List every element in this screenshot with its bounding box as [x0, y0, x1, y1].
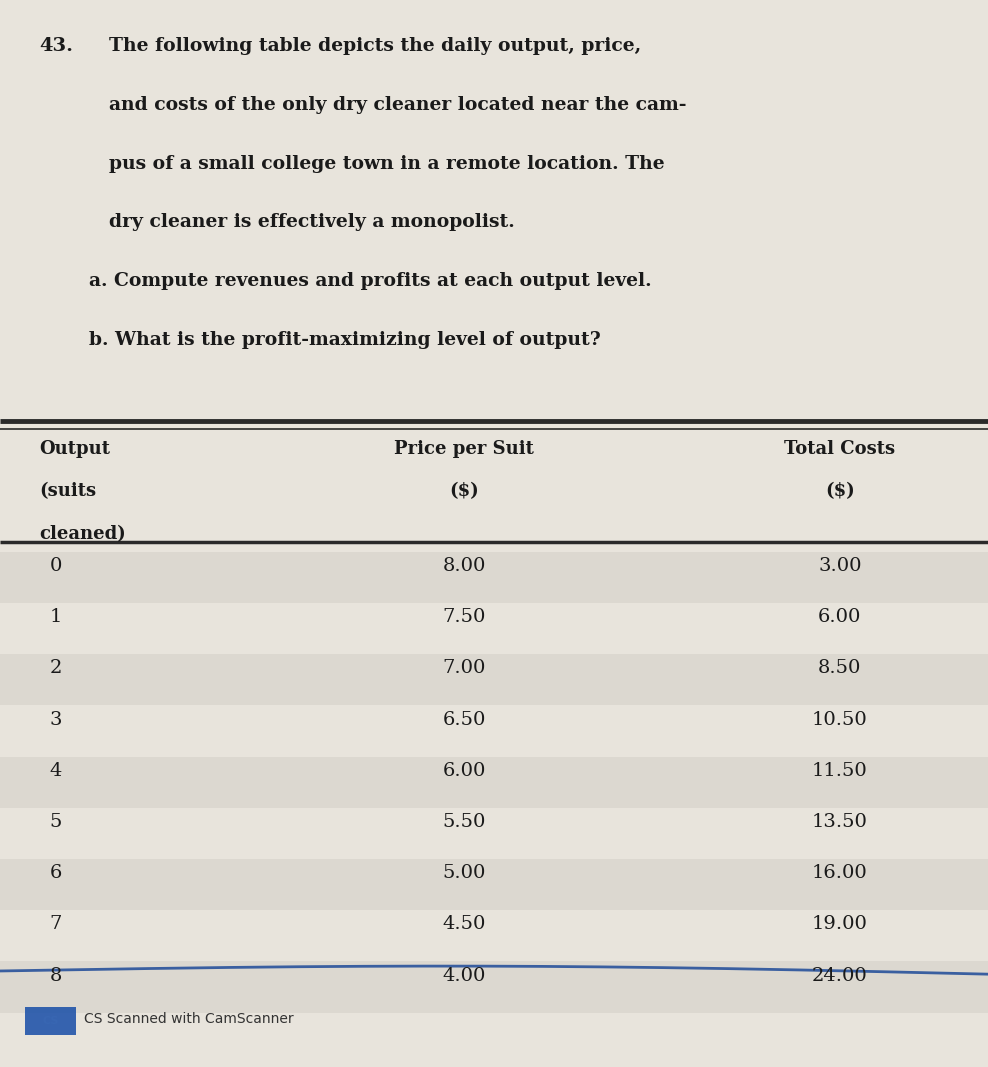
Text: 5: 5	[49, 813, 62, 831]
Bar	[0, 859, 988, 910]
Text: 3.00: 3.00	[818, 557, 862, 575]
Text: 0: 0	[49, 557, 62, 575]
Text: Price per Suit: Price per Suit	[394, 440, 535, 458]
Text: 8.00: 8.00	[443, 557, 486, 575]
Text: dry cleaner is effectively a monopolist.: dry cleaner is effectively a monopolist.	[109, 213, 515, 232]
Text: 4.50: 4.50	[443, 915, 486, 934]
Text: 8: 8	[49, 967, 62, 985]
Text: cleaned): cleaned)	[40, 525, 126, 543]
Text: 8.50: 8.50	[818, 659, 862, 678]
Text: 2: 2	[49, 659, 62, 678]
Text: a. Compute revenues and profits at each output level.: a. Compute revenues and profits at each …	[89, 272, 651, 290]
Text: 7.00: 7.00	[443, 659, 486, 678]
Text: 5.50: 5.50	[443, 813, 486, 831]
Text: CS: CS	[42, 1016, 58, 1025]
Text: 24.00: 24.00	[812, 967, 867, 985]
Text: 19.00: 19.00	[812, 915, 867, 934]
Text: 16.00: 16.00	[812, 864, 867, 882]
Text: ($): ($)	[825, 482, 855, 500]
Text: Output: Output	[40, 440, 111, 458]
Text: The following table depicts the daily output, price,: The following table depicts the daily ou…	[109, 37, 641, 55]
Text: Total Costs: Total Costs	[784, 440, 895, 458]
Bar	[0, 757, 988, 808]
Text: 10.50: 10.50	[812, 711, 867, 729]
Text: 6.00: 6.00	[443, 762, 486, 780]
Bar	[0, 654, 988, 705]
Text: 6.00: 6.00	[818, 608, 862, 626]
Bar	[25, 1007, 76, 1035]
Text: 1: 1	[49, 608, 62, 626]
Text: 7.50: 7.50	[443, 608, 486, 626]
Text: b. What is the profit-maximizing level of output?: b. What is the profit-maximizing level o…	[89, 331, 601, 349]
Text: 5.00: 5.00	[443, 864, 486, 882]
Text: 6: 6	[49, 864, 62, 882]
Text: CS Scanned with CamScanner: CS Scanned with CamScanner	[84, 1012, 293, 1025]
Text: 4.00: 4.00	[443, 967, 486, 985]
Text: 13.50: 13.50	[812, 813, 867, 831]
Text: 4: 4	[49, 762, 62, 780]
Text: pus of a small college town in a remote location. The: pus of a small college town in a remote …	[109, 155, 664, 173]
Text: (suits: (suits	[40, 482, 97, 500]
Text: 3: 3	[49, 711, 62, 729]
Bar	[0, 961, 988, 1013]
Text: 11.50: 11.50	[812, 762, 867, 780]
Bar	[0, 552, 988, 603]
Text: ($): ($)	[450, 482, 479, 500]
Text: 6.50: 6.50	[443, 711, 486, 729]
Text: 7: 7	[49, 915, 62, 934]
Text: and costs of the only dry cleaner located near the cam-: and costs of the only dry cleaner locate…	[109, 96, 687, 114]
Text: 43.: 43.	[40, 37, 73, 55]
